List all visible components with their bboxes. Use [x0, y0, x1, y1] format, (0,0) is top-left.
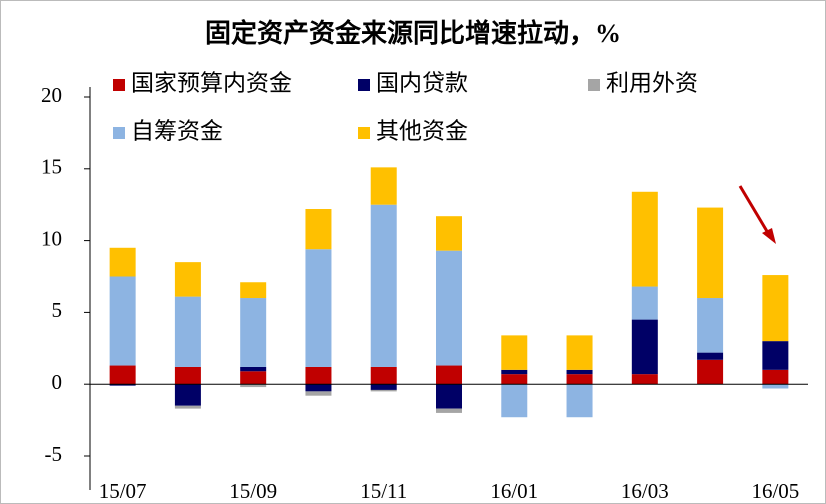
bar-segment	[762, 369, 789, 385]
bar-segment	[174, 366, 201, 385]
legend-swatch	[358, 79, 370, 91]
bar-segment	[631, 319, 658, 375]
legend-label: 其他资金	[376, 118, 468, 143]
bar-segment	[762, 341, 789, 370]
bar-segment	[501, 384, 528, 418]
bar-segment	[436, 216, 462, 251]
y-tick-label: -5	[45, 442, 63, 466]
bar-segment	[370, 167, 397, 205]
arrow	[738, 185, 773, 239]
x-tick-label: 15/09	[229, 479, 277, 503]
legend-label: 国内贷款	[376, 70, 468, 95]
legend-label: 利用外资	[606, 70, 698, 95]
bar-segment	[240, 371, 267, 385]
x-tick-label: 16/03	[621, 479, 669, 503]
legend-label: 国家预算内资金	[131, 70, 292, 95]
bar-segment	[174, 296, 201, 367]
bar-segment	[762, 275, 789, 342]
bar-segment	[697, 298, 724, 353]
y-tick-label: 10	[41, 226, 62, 250]
x-tick-label: 15/07	[99, 479, 147, 503]
arrow-head	[762, 228, 776, 244]
bar-segment	[240, 366, 267, 372]
bar-segment	[436, 365, 462, 385]
bar-segment	[174, 384, 201, 406]
bar-segment	[762, 384, 789, 389]
bar-segment	[697, 359, 724, 385]
bar-segment	[174, 262, 201, 297]
bar-segment	[501, 369, 528, 375]
bar-segment	[566, 369, 593, 375]
bar-segment	[436, 384, 462, 409]
bar-segment	[697, 207, 724, 299]
bar-segment	[566, 374, 593, 385]
y-tick-label: 5	[52, 298, 63, 322]
bar-segment	[631, 374, 658, 385]
x-tick-label: 16/01	[490, 479, 538, 503]
bar-segment	[436, 250, 462, 366]
bar-segment	[240, 282, 267, 299]
bar-segment	[697, 352, 724, 360]
bar-segment	[109, 276, 136, 366]
legend-label: 自筹资金	[131, 118, 223, 143]
bar-segment	[305, 384, 332, 392]
bar-segment	[436, 408, 462, 413]
bar-segment	[370, 204, 397, 367]
bar-segment	[501, 374, 528, 385]
bar-segment	[240, 384, 267, 388]
bar-segment	[631, 191, 658, 287]
legend-swatch	[113, 79, 125, 91]
x-tick-label: 15/11	[360, 479, 407, 503]
y-tick-label: 15	[41, 155, 62, 179]
bar-segment	[109, 384, 136, 386]
chart-title: 固定资产资金来源同比增速拉动，%	[205, 18, 621, 48]
bar-segment	[631, 286, 658, 320]
bar-segment	[305, 249, 332, 367]
bar-segment	[370, 366, 397, 385]
bar-segment	[566, 384, 593, 418]
bar-segment	[566, 335, 593, 370]
x-tick-label: 16/05	[751, 479, 799, 503]
bar-segment	[370, 389, 397, 392]
bar-segment	[174, 405, 201, 409]
bar-segment	[109, 247, 136, 277]
bar-segment	[109, 365, 136, 385]
y-tick-label: 20	[41, 83, 62, 107]
bar-segment	[370, 384, 397, 390]
legend-swatch	[588, 79, 600, 91]
legend-swatch	[358, 127, 370, 139]
legend-swatch	[113, 127, 125, 139]
bar-segment	[501, 335, 528, 370]
bar-segment	[305, 391, 332, 396]
bar-segment	[305, 209, 332, 250]
y-tick-label: 0	[52, 370, 63, 394]
bar-segment	[305, 366, 332, 385]
bar-segment	[240, 298, 267, 367]
